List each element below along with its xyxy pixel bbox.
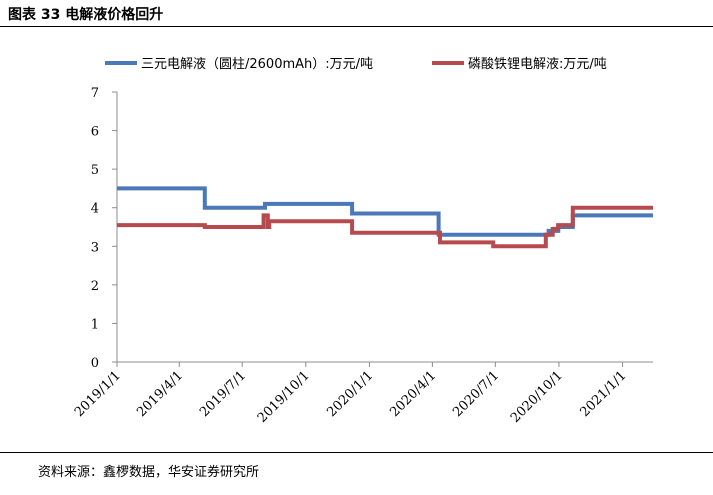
x-tick-label: 2019/1/1 bbox=[72, 368, 124, 420]
y-tick-label: 1 bbox=[91, 317, 99, 332]
legend-label-2: 磷酸铁锂电解液:万元/吨 bbox=[468, 57, 607, 72]
series-layer bbox=[117, 186, 653, 249]
y-tick-label: 5 bbox=[91, 163, 99, 178]
x-tick-label: 2019/7/1 bbox=[197, 368, 249, 420]
y-tick-label: 7 bbox=[91, 86, 99, 101]
x-tick-label: 2020/10/1 bbox=[508, 368, 566, 426]
bottom-rule bbox=[0, 452, 713, 453]
source-note: 资料来源：鑫椤数据，华安证券研究所 bbox=[38, 465, 260, 480]
x-tick-label: 2020/1/1 bbox=[324, 368, 376, 420]
y-tick-label: 2 bbox=[91, 279, 99, 294]
y-tick-label: 3 bbox=[91, 240, 99, 255]
y-tick-label: 6 bbox=[91, 125, 99, 140]
x-tick-label: 2021/1/1 bbox=[578, 368, 630, 420]
figure-title: 图表 33 电解液价格回升 bbox=[8, 7, 164, 23]
price-chart: 三元电解液（圆柱/2600mAh）:万元/吨 磷酸铁锂电解液:万元/吨 0 1 2 3 4… bbox=[72, 57, 653, 426]
y-tick-label: 4 bbox=[91, 202, 99, 217]
legend-label-1: 三元电解液（圆柱/2600mAh）:万元/吨 bbox=[141, 57, 373, 72]
x-axis: 2019/1/1 2019/4/1 2019/7/1 2019/10/1 2020/1/… bbox=[72, 361, 653, 426]
y-tick-label: 0 bbox=[91, 356, 99, 371]
top-rule bbox=[0, 26, 713, 27]
x-tick-label: 2020/4/1 bbox=[387, 368, 439, 420]
series-line-2 bbox=[117, 205, 653, 249]
x-tick-label: 2019/4/1 bbox=[134, 368, 186, 420]
x-tick-label: 2019/10/1 bbox=[255, 368, 313, 426]
legend: 三元电解液（圆柱/2600mAh）:万元/吨 磷酸铁锂电解液:万元/吨 bbox=[105, 57, 607, 72]
x-tick-label: 2020/7/1 bbox=[450, 368, 502, 420]
y-axis: 0 1 2 3 4 5 6 7 bbox=[91, 86, 118, 371]
